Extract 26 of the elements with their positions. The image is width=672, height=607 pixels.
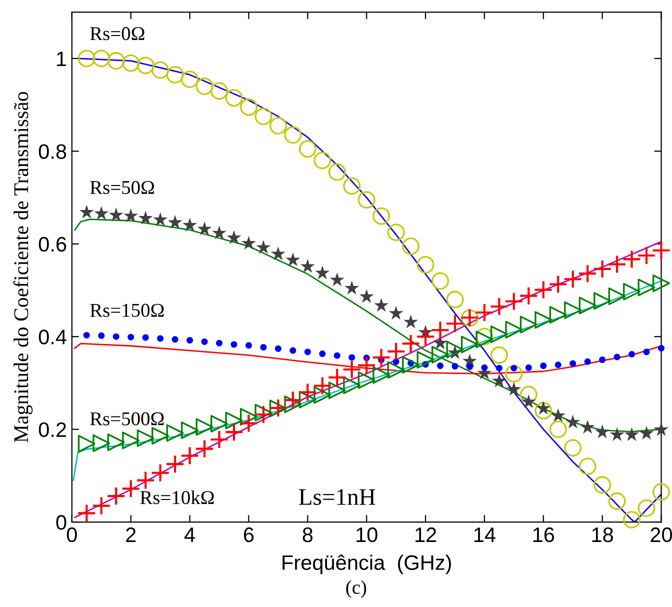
y-tick-label: 0	[56, 515, 66, 530]
series-label: Rs=50Ω	[90, 180, 154, 194]
x-tick-label: 16	[533, 527, 554, 542]
x-axis-title: Freqüência (GHz)	[282, 554, 451, 574]
x-tick-label: 14	[474, 528, 496, 542]
x-tick-label: 0	[66, 527, 77, 542]
x-tick-label: 8	[302, 527, 313, 542]
y-axis-title: Magnitude do Coeficiente de Transmissão	[13, 92, 33, 442]
series-label: Rs=0Ω	[90, 27, 144, 40]
x-tick-label: 6	[244, 527, 254, 542]
y-tick-label: 0.8	[38, 144, 66, 159]
text: (c)	[346, 580, 366, 598]
x-tick-label: 18	[592, 527, 613, 542]
y-tick-label: 0.4	[38, 330, 66, 344]
series-label: Rs=150Ω	[90, 304, 164, 317]
y-tick-label: 1	[57, 52, 66, 66]
x-tick-label: 10	[356, 527, 378, 542]
x-tick-label: 12	[416, 527, 436, 542]
annotation: Ls=1nH	[298, 489, 376, 505]
y-tick-label: 0.2	[38, 422, 66, 438]
x-tick-label: 4	[184, 528, 195, 542]
series-label: Rs=500Ω	[90, 412, 164, 426]
x-tick-label: 2	[126, 527, 136, 542]
series-label: Rs=10kΩ	[140, 490, 214, 504]
y-tick-label: 0.6	[38, 236, 66, 252]
x-tick-label: 20	[650, 527, 672, 542]
